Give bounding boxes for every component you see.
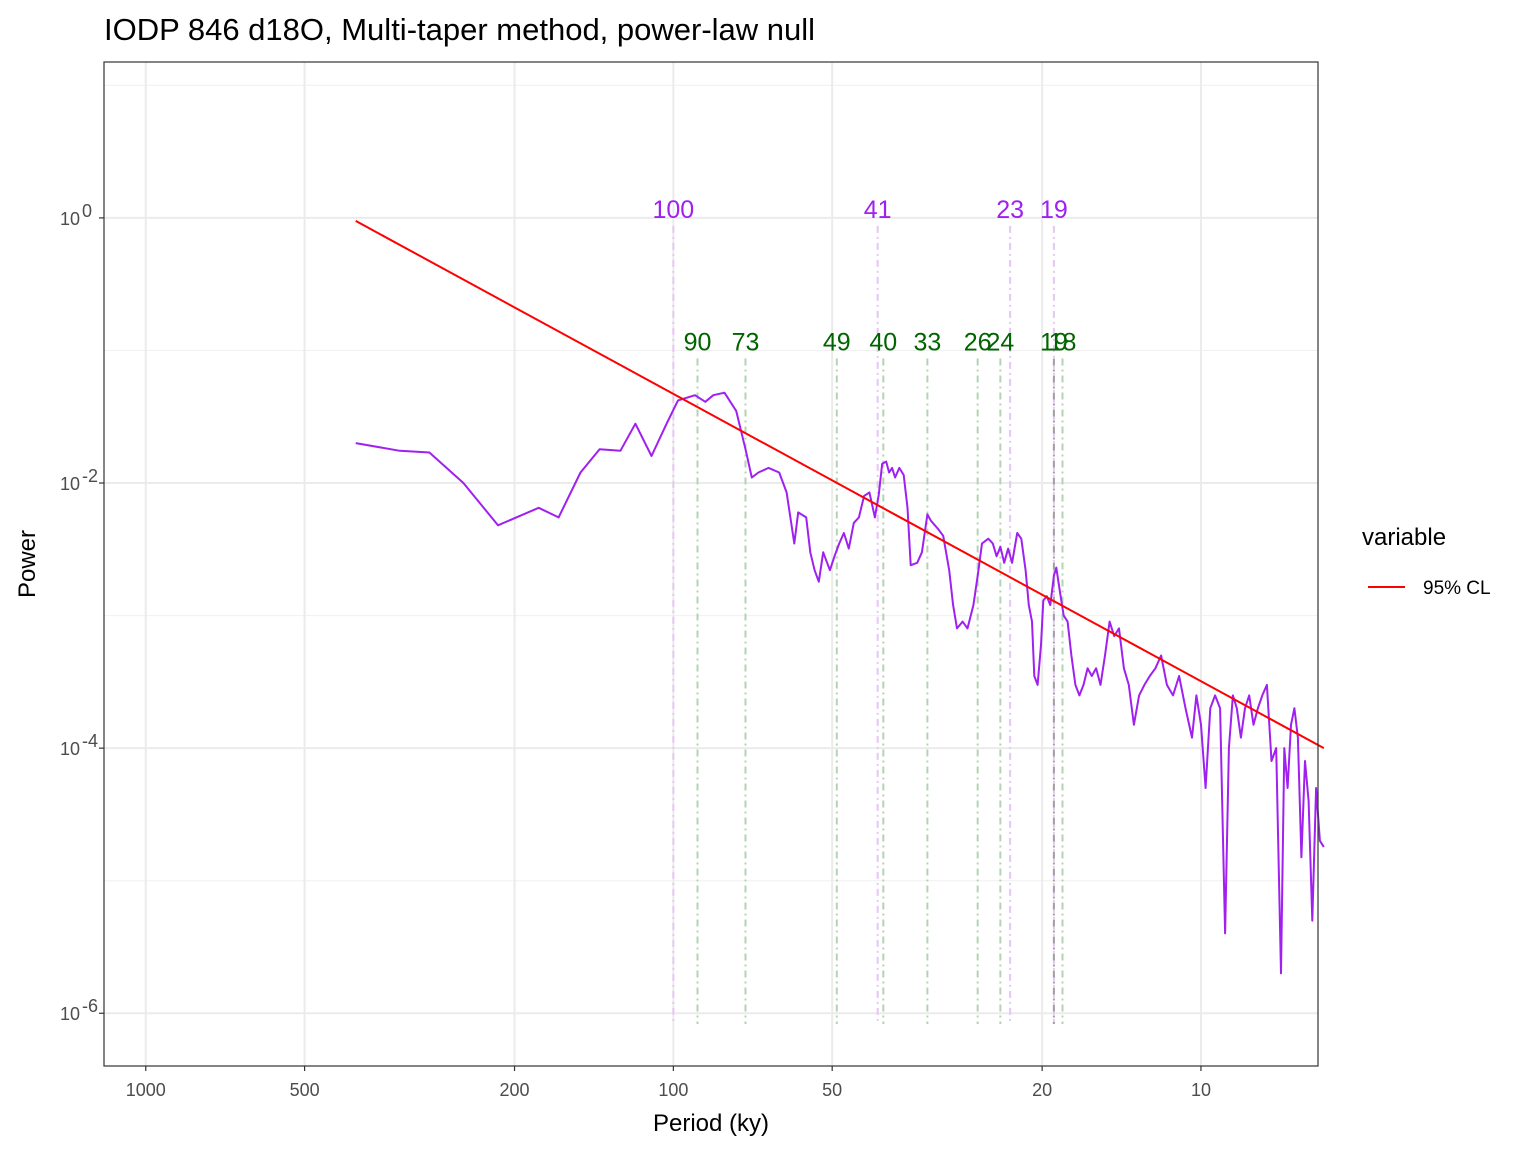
y-tick-exponent: -2 [82, 466, 98, 486]
reference-label: 40 [869, 328, 897, 356]
legend-title: variable [1362, 524, 1446, 551]
legend-label-95-cl: 95% CL [1423, 578, 1491, 599]
reference-label: 49 [823, 328, 851, 356]
y-tick-label: 10 [60, 474, 80, 494]
series-line-power [355, 391, 1325, 975]
reference-label: 100 [653, 196, 695, 224]
x-tick-label: 50 [822, 1080, 842, 1100]
series-line-95-cl [355, 220, 1325, 749]
y-axis-title: Power [14, 530, 41, 598]
y-tick-label: 10 [60, 1004, 80, 1024]
reference-label: 41 [864, 196, 892, 224]
y-tick-exponent: -6 [82, 996, 98, 1016]
reference-lines [672, 225, 1064, 1024]
reference-label: 73 [732, 328, 760, 356]
panel-background [104, 62, 1318, 1066]
reference-label: 23 [996, 196, 1024, 224]
y-tick-label: 10 [60, 209, 80, 229]
chart-title: IODP 846 d18O, Multi-taper method, power… [104, 12, 815, 47]
x-tick-label: 500 [290, 1080, 320, 1100]
x-tick-label: 10 [1191, 1080, 1211, 1100]
reference-label: 24 [986, 328, 1014, 356]
series-group [355, 220, 1325, 975]
y-tick-label: 10 [60, 739, 80, 759]
x-tick-label: 1000 [126, 1080, 166, 1100]
reference-label: 19 [1040, 328, 1068, 356]
reference-label: 33 [913, 328, 941, 356]
x-tick-label: 20 [1032, 1080, 1052, 1100]
panel-border [103, 61, 1319, 1067]
x-axis-title: Period (ky) [653, 1110, 769, 1137]
legend: variable 95% CL [1362, 524, 1491, 599]
reference-label: 19 [1040, 196, 1068, 224]
reference-label: 26 [964, 328, 992, 356]
x-tick-label: 100 [658, 1080, 688, 1100]
y-tick-exponent: 0 [82, 201, 92, 221]
reference-label: 18 [1049, 328, 1077, 356]
x-axis: 1000 500 200 100 50 20 10 [126, 1066, 1211, 1100]
y-tick-exponent: -4 [82, 731, 98, 751]
reference-label: 90 [684, 328, 712, 356]
x-tick-label: 200 [500, 1080, 530, 1100]
